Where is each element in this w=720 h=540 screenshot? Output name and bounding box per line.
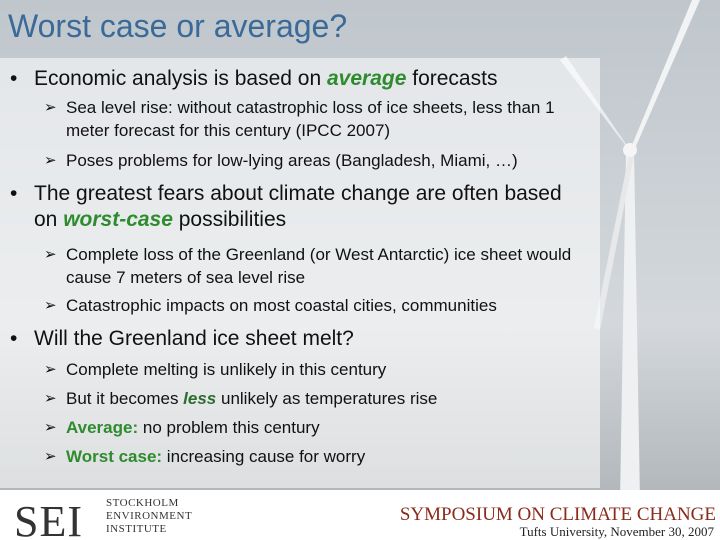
sub-bullet: Worst case: increasing cause for worry [44,445,591,468]
bullet: Economic analysis is based on average fo… [10,66,579,92]
slide-title: Worst case or average? [8,8,348,44]
text-run: Complete loss of the Greenland (or West … [66,245,572,287]
sub-bullet: Complete melting is unlikely in this cen… [44,358,591,381]
sub-bullet: Sea level rise: without catastrophic los… [44,96,591,142]
sub-bullet: Catastrophic impacts on most coastal cit… [44,294,591,317]
event-name: SYMPOSIUM ON CLIMATE CHANGE [399,504,716,525]
text-run: no problem this century [138,418,320,437]
institute-name: STOCKHOLM ENVIRONMENT INSTITUTE [106,497,192,536]
text-run: possibilities [172,208,287,231]
bullet: Will the Greenland ice sheet melt? [10,326,579,352]
bullet: The greatest fears about climate change … [10,181,579,233]
text-run: Economic analysis is based on [34,67,327,90]
text-run: average [327,67,407,90]
text-run: The greatest fears about climate change … [34,182,562,231]
institute-line: ENVIRONMENT [106,510,193,522]
text-run: increasing cause for worry [162,447,366,466]
sub-bullet: But it becomes less unlikely as temperat… [44,387,591,410]
text-run: worst-case [63,208,173,231]
text-run: Poses problems for low-lying areas (Bang… [66,151,518,170]
event-venue: Tufts University, November 30, 2007 [519,524,714,539]
text-run: less [183,389,217,408]
text-run: Complete melting is unlikely in this cen… [66,360,387,379]
text-run: Sea level rise: without catastrophic los… [66,98,555,140]
text-run: Catastrophic impacts on most coastal cit… [66,296,497,315]
text-run: Average: [66,418,139,437]
logo: SEI [14,497,83,540]
institute-line: INSTITUTE [106,523,167,535]
text-run: Will the Greenland ice sheet melt? [34,327,354,350]
institute-line: STOCKHOLM [106,497,179,509]
sub-bullet: Complete loss of the Greenland (or West … [44,243,591,289]
text-run: unlikely as temperatures rise [216,389,438,408]
footer [0,490,720,540]
sub-bullet: Poses problems for low-lying areas (Bang… [44,149,591,172]
text-run: But it becomes [66,389,184,408]
text-run: Worst case: [66,447,163,466]
sub-bullet: Average: no problem this century [44,416,591,439]
text-run: forecasts [406,67,498,90]
